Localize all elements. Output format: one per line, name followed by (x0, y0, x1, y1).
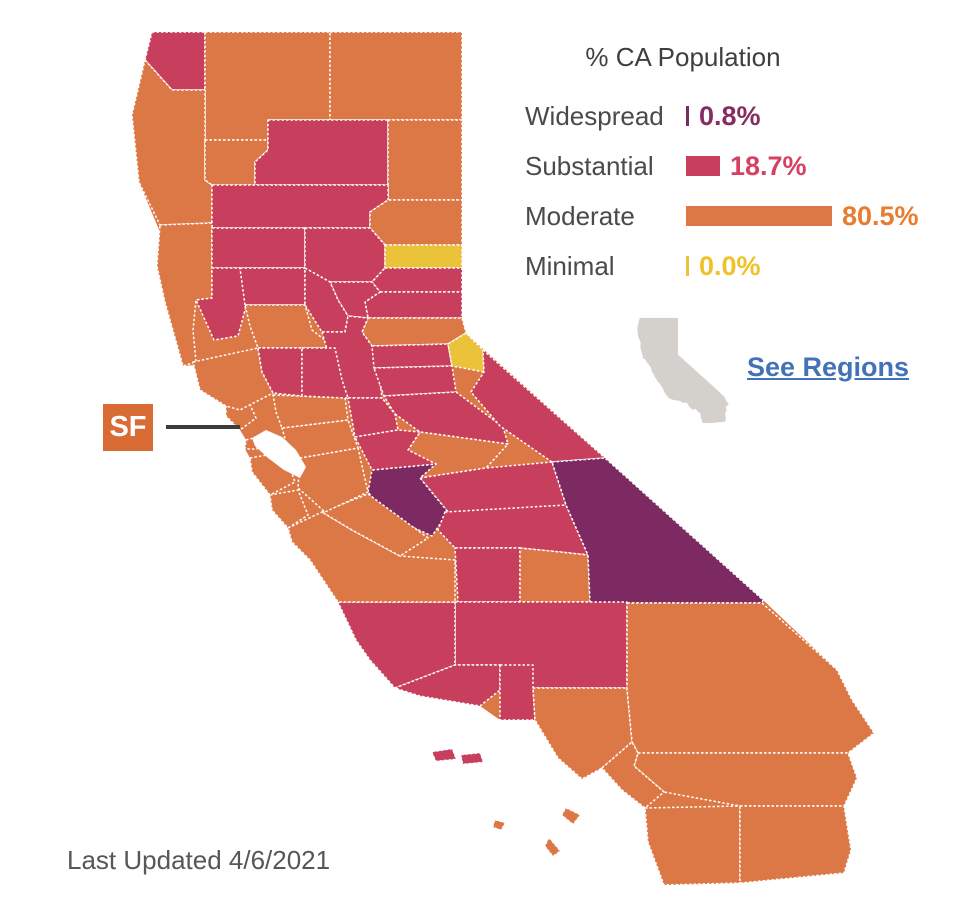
county-napa[interactable]: Napa (257, 347, 303, 397)
legend-label-widespread: Widespread (525, 100, 664, 131)
county-butte[interactable]: Butte (304, 227, 386, 283)
county-placer[interactable]: Placer (364, 291, 463, 319)
county-shasta[interactable]: Shasta (254, 119, 389, 186)
county-kings[interactable]: Kings (454, 547, 521, 603)
county-ventura[interactable]: Ventura (499, 664, 536, 721)
county-glenn[interactable]: Glenn (211, 227, 306, 269)
county-lake[interactable]: Lake (195, 267, 247, 341)
legend-swatch-moderate (686, 206, 832, 226)
county-fresno[interactable]: Fresno (437, 504, 589, 556)
county-nevada[interactable]: Nevada (371, 267, 463, 293)
county-stanislaus[interactable]: Stanislaus (354, 429, 437, 471)
california-inset (637, 317, 729, 424)
sf-marker-label: SF (103, 404, 153, 451)
county-el-dorado[interactable]: El Dorado (361, 317, 467, 347)
county-santa-clara[interactable]: Santa Clara (297, 447, 369, 513)
county-colusa[interactable]: Colusa (239, 267, 306, 306)
county-tuolumne[interactable]: Tuolumne (383, 391, 509, 445)
county-modoc[interactable]: Modoc (329, 31, 463, 121)
county-lassen[interactable]: Lassen (387, 119, 463, 201)
legend-swatch-widespread (686, 106, 689, 126)
county-inyo[interactable]: Inyo (551, 457, 764, 604)
legend-swatch-substantial (686, 156, 720, 176)
legend-value-moderate: 80.5% (842, 200, 919, 231)
legend-row-moderate: Moderate 80.5% (525, 201, 919, 231)
county-plumas[interactable]: Plumas (369, 199, 463, 246)
catalina-island (561, 807, 581, 825)
county-san-joaquin[interactable]: San Joaquin (347, 397, 399, 438)
see-regions-link[interactable]: See Regions (747, 352, 910, 382)
county-sutter[interactable]: Sutter (304, 267, 349, 333)
county-imperial[interactable]: Imperial (739, 805, 852, 884)
legend-row-widespread: Widespread 0.8% (525, 101, 761, 131)
san-francisco-bay (252, 430, 306, 478)
california-inset-silhouette (637, 317, 729, 424)
county-sonoma[interactable]: Sonoma (192, 347, 274, 411)
county-sierra[interactable]: Sierra (384, 244, 463, 269)
last-updated-text: Last Updated 4/6/2021 (67, 845, 331, 875)
county-los-angeles[interactable]: Los Angeles (532, 687, 633, 780)
legend-row-minimal: Minimal 0.0% (525, 251, 761, 281)
county-san-benito[interactable]: San Benito (321, 493, 429, 557)
san-clemente-island (544, 837, 561, 857)
sf-callout-line (166, 425, 240, 429)
county-orange[interactable]: Orange (601, 741, 665, 809)
county-santa-cruz[interactable]: Santa Cruz (269, 489, 309, 529)
county-amador[interactable]: Amador (371, 343, 453, 369)
legend: % CA Population Widespread 0.8% Substantia… (525, 42, 955, 281)
legend-swatch-minimal (686, 256, 689, 276)
county-calaveras[interactable]: Calaveras (373, 365, 457, 397)
legend-value-minimal: 0.0% (699, 250, 761, 281)
legend-label-minimal: Minimal (525, 250, 615, 281)
channel-island (460, 752, 484, 765)
legend-title: % CA Population (585, 42, 781, 72)
county-san-diego[interactable]: San Diego (644, 805, 741, 886)
legend-row-substantial: Substantial 18.7% (525, 151, 807, 181)
county-santa-barbara[interactable]: Santa Barbara (394, 664, 501, 707)
channel-island (431, 748, 457, 762)
legend-value-widespread: 0.8% (699, 100, 761, 131)
county-mendocino[interactable]: Mendocino (156, 222, 213, 367)
county-yuba[interactable]: Yuba (329, 281, 381, 319)
channel-island (492, 819, 506, 831)
county-san-bernardino[interactable]: San Bernardino (626, 602, 875, 754)
county-tehama[interactable]: Tehama (211, 184, 389, 229)
legend-value-substantial: 18.7% (730, 150, 807, 181)
legend-label-substantial: Substantial (525, 150, 654, 181)
county-solano[interactable]: Solano (301, 347, 349, 399)
county-tulare[interactable]: Tulare (519, 547, 591, 603)
legend-label-moderate: Moderate (525, 200, 635, 231)
